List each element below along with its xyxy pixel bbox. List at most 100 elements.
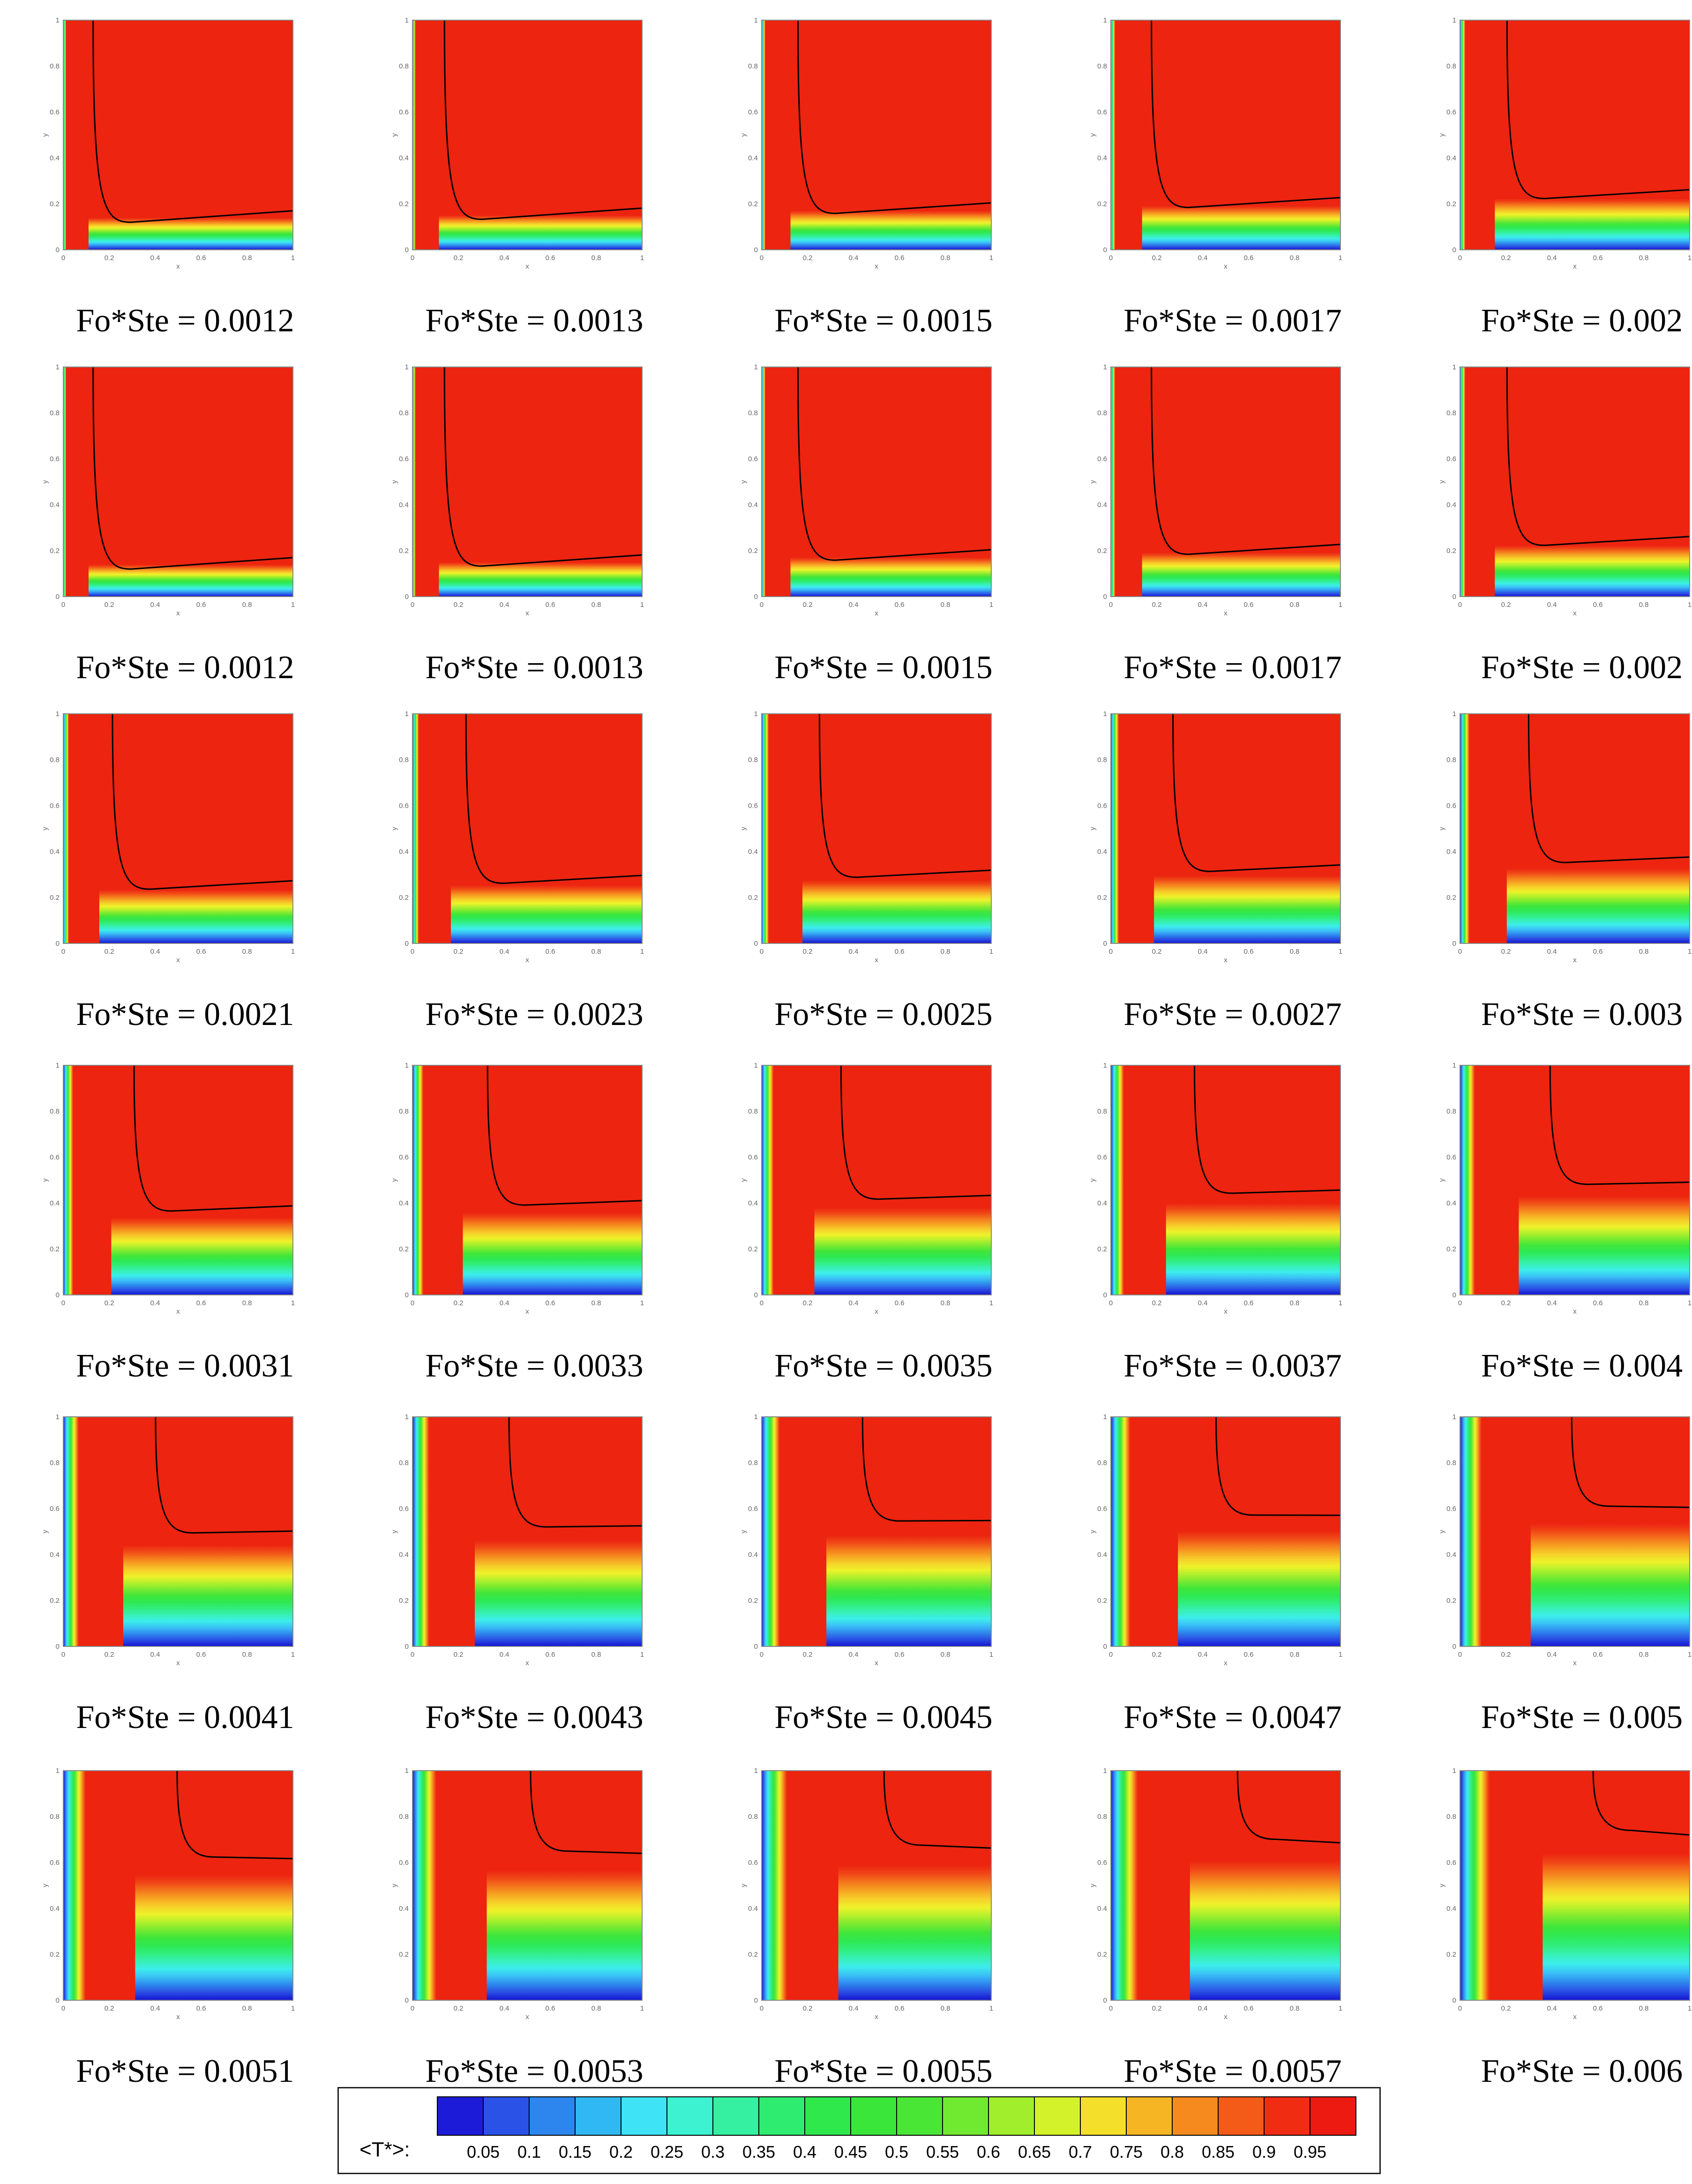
y-tick-label: 0.8 [748, 409, 758, 417]
x-tick-label: 0.8 [242, 1299, 252, 1307]
y-axis-label: y [390, 827, 398, 830]
legend-tick-label: 0.95 [1294, 2142, 1326, 2162]
legend-tick-label: 0.65 [1018, 2142, 1051, 2162]
y-tick-label: 0 [56, 1291, 60, 1299]
bottom-cooling-field [1111, 20, 1340, 250]
legend-color-swatch [804, 2096, 851, 2136]
legend-tick-label: 0.4 [793, 2142, 816, 2162]
y-tick-label: 0 [1103, 1997, 1107, 2004]
left-cooling-field [1111, 1771, 1190, 2000]
x-tick-label: 0 [1109, 254, 1113, 262]
panel-caption: Fo*Ste = 0.004 [1481, 1348, 1683, 1384]
y-axis-label: y [390, 133, 398, 137]
x-tick-label: 0.4 [150, 948, 160, 956]
x-tick-label: 0.4 [500, 1651, 509, 1659]
x-tick-label: 1 [1339, 1299, 1342, 1307]
y-axis-label: y [740, 1884, 748, 1887]
x-tick-label: 0.8 [1639, 948, 1649, 956]
x-tick-label: 0.8 [941, 1299, 951, 1307]
x-tick-label: 0.8 [591, 1651, 601, 1659]
y-tick-label: 0 [1103, 593, 1107, 601]
y-tick-label: 0.8 [50, 1459, 60, 1467]
y-tick-label: 0.8 [50, 756, 60, 764]
y-axis-label: y [41, 827, 49, 830]
x-tick-label: 0.6 [895, 601, 905, 609]
x-tick-label: 0.2 [1501, 2004, 1511, 2012]
y-tick-label: 0 [1103, 246, 1107, 254]
x-axis-label: x [875, 2013, 878, 2021]
y-tick-label: 0.8 [1446, 62, 1456, 70]
x-tick-label: 0.6 [1593, 601, 1603, 609]
x-tick-label: 0.2 [1152, 1651, 1162, 1659]
y-tick-label: 0.6 [50, 455, 60, 463]
x-tick-label: 0.6 [196, 254, 206, 262]
x-tick-label: 0.2 [1501, 1651, 1511, 1659]
x-tick-label: 0.6 [1593, 1651, 1603, 1659]
y-tick-label: 0.6 [748, 1153, 758, 1161]
x-tick-label: 0 [411, 1651, 414, 1659]
x-tick-label: 0 [61, 948, 65, 956]
solidification-front-line [133, 1065, 293, 1212]
x-tick-label: 0.4 [150, 254, 160, 262]
y-tick-label: 0.4 [50, 1199, 60, 1207]
x-tick-label: 0.2 [1152, 254, 1162, 262]
plot-frame [761, 1770, 992, 2001]
x-tick-label: 0.4 [1547, 254, 1557, 262]
y-axis-label: y [1089, 480, 1097, 484]
left-cooling-field [762, 1065, 815, 1295]
x-tick-label: 0 [1458, 601, 1462, 609]
x-axis-label: x [1573, 262, 1577, 270]
x-tick-label: 0 [61, 1299, 65, 1307]
x-tick-label: 0 [760, 1299, 764, 1307]
x-axis-label: x [176, 2013, 180, 2021]
x-tick-label: 1 [1339, 948, 1342, 956]
temperature-contour-plot: 00 0.2 0.2 0.4 0.4 0.6 0.6 0.8 0.8 1 1 x y [390, 1767, 644, 2021]
x-axis-label: x [1224, 1659, 1228, 1667]
x-tick-label: 0.2 [454, 1299, 464, 1307]
solidification-front-line [1151, 20, 1341, 209]
legend-tick-label: 0.7 [1069, 2142, 1092, 2162]
x-axis-label: x [525, 609, 529, 617]
y-axis-label: y [41, 1178, 49, 1182]
y-tick-label: 0.8 [1446, 756, 1456, 764]
y-tick-label: 0.6 [748, 108, 758, 116]
y-tick-label: 0.6 [50, 1505, 60, 1513]
y-tick-label: 0.4 [1446, 848, 1456, 856]
legend-color-swatch [896, 2096, 943, 2136]
solidification-front-line [1549, 1065, 1690, 1185]
x-tick-label: 0.8 [941, 2004, 951, 2012]
left-cooling-field [762, 1771, 839, 2000]
left-cooling-field [1460, 20, 1495, 250]
temperature-contour-plot: 00 0.2 0.2 0.4 0.4 0.6 0.6 0.8 0.8 1 1 x y [1089, 16, 1342, 270]
plot-frame [412, 1065, 643, 1295]
x-tick-label: 0.8 [242, 2004, 252, 2012]
x-tick-label: 1 [1688, 2004, 1692, 2012]
solidification-front-line [465, 713, 643, 884]
x-axis-label: x [1224, 262, 1228, 270]
temperature-contour-plot: 00 0.2 0.2 0.4 0.4 0.6 0.6 0.8 0.8 1 1 x y [390, 1413, 644, 1667]
temperature-contour-plot: 00 0.2 0.2 0.4 0.4 0.6 0.6 0.8 0.8 1 1 x y [1089, 1413, 1342, 1667]
x-tick-label: 0 [760, 254, 764, 262]
y-tick-label: 0.2 [748, 1245, 758, 1253]
panel-caption: Fo*Ste = 0.0041 [76, 1699, 294, 1735]
y-tick-label: 0.6 [1446, 1505, 1456, 1513]
y-axis-label: y [390, 480, 398, 484]
y-tick-label: 0 [754, 1291, 758, 1299]
y-tick-label: 0.8 [50, 62, 60, 70]
y-tick-label: 0.8 [399, 409, 409, 417]
x-tick-label: 0 [411, 2004, 414, 2012]
x-tick-label: 0.6 [196, 948, 206, 956]
x-tick-label: 0.6 [546, 2004, 555, 2012]
x-tick-label: 1 [291, 601, 295, 609]
x-tick-label: 0.4 [849, 2004, 859, 2012]
x-tick-label: 1 [1339, 2004, 1342, 2012]
y-tick-label: 1 [1452, 16, 1456, 24]
y-tick-label: 0.6 [50, 1153, 60, 1161]
x-tick-label: 0.4 [849, 948, 859, 956]
y-tick-label: 1 [56, 1767, 60, 1775]
x-tick-label: 0 [61, 1651, 65, 1659]
y-axis-label: y [740, 480, 748, 484]
x-tick-label: 0.6 [1244, 254, 1254, 262]
x-tick-label: 0.8 [242, 1651, 252, 1659]
y-axis-label: y [41, 1884, 49, 1887]
